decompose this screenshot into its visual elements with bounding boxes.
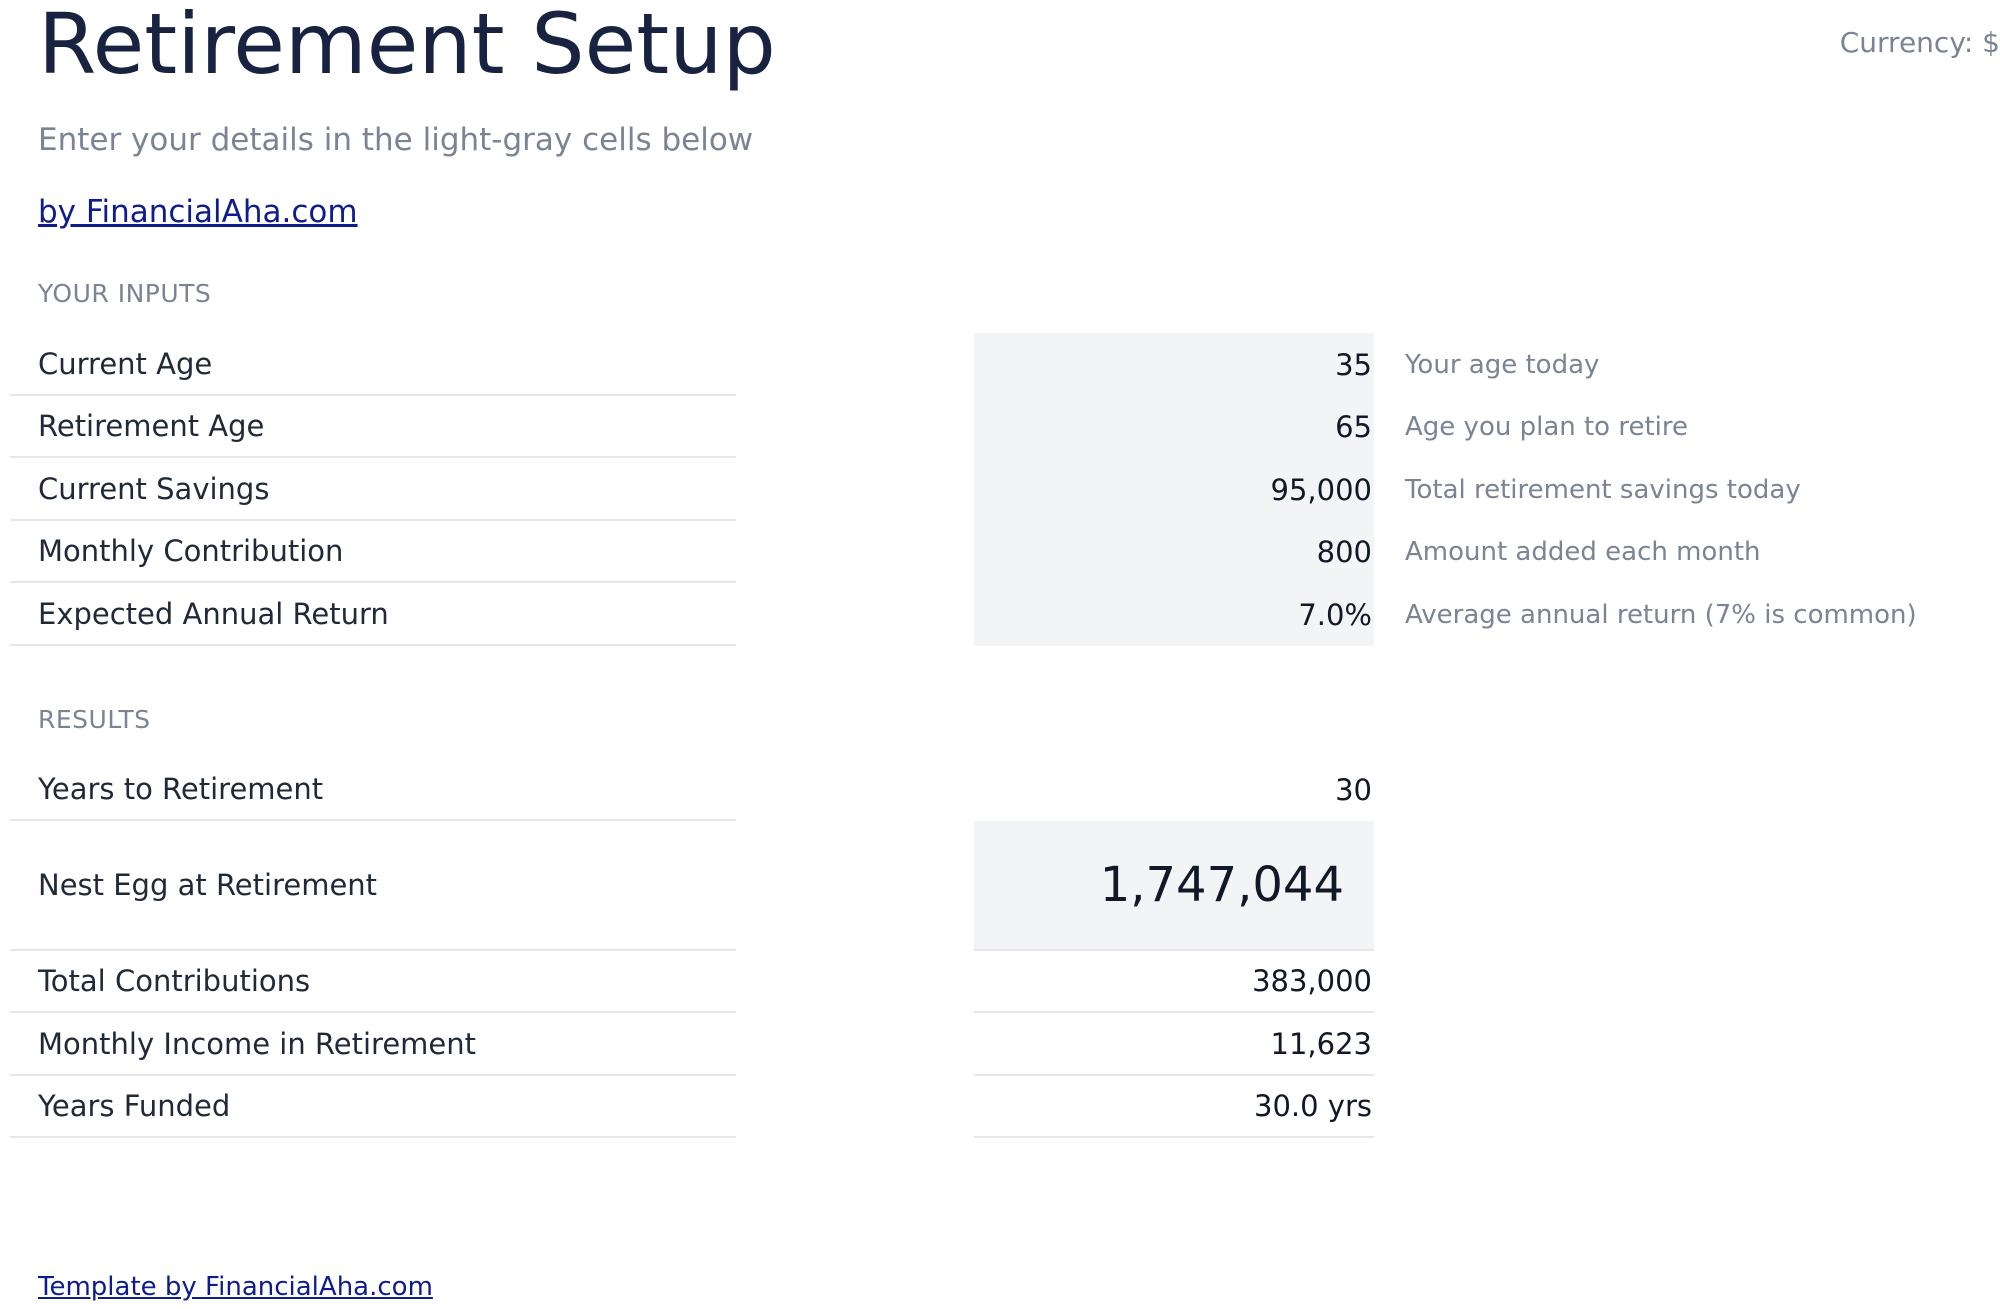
page-title: Retirement Setup <box>38 0 776 93</box>
result-label-years-funded: Years Funded <box>10 1076 736 1138</box>
input-expected-return[interactable]: 7.0% <box>1298 597 1372 632</box>
result-label-years-to-retirement: Years to Retirement <box>10 758 736 821</box>
input-current-age[interactable]: 35 <box>1335 347 1372 382</box>
inputs-section-header: YOUR INPUTS <box>38 279 212 308</box>
result-years-to-retirement: 30 <box>1335 772 1372 807</box>
page-subtitle: Enter your details in the light-gray cel… <box>38 122 754 158</box>
input-label-retirement-age: Retirement Age <box>10 396 736 458</box>
hint-monthly-contribution: Amount added each month <box>1405 537 1761 567</box>
input-label-monthly-contribution: Monthly Contribution <box>10 521 736 583</box>
result-label-total-contributions: Total Contributions <box>10 951 736 1013</box>
input-label-current-savings: Current Savings <box>10 458 736 521</box>
footer-template-link[interactable]: Template by FinancialAha.com <box>38 1272 433 1302</box>
input-label-current-age: Current Age <box>10 333 736 396</box>
hint-expected-return: Average annual return (7% is common) <box>1405 599 1917 630</box>
hint-retirement-age: Age you plan to retire <box>1405 412 1689 442</box>
result-nest-egg: 1,747,044 <box>974 821 1374 951</box>
input-monthly-contribution[interactable]: 800 <box>1316 535 1372 569</box>
result-label-monthly-income: Monthly Income in Retirement <box>10 1013 736 1076</box>
result-label-nest-egg: Nest Egg at Retirement <box>10 821 736 951</box>
currency-indicator: Currency: $ <box>1839 26 2000 59</box>
result-total-contributions: 383,000 <box>974 951 1374 1013</box>
hint-current-age: Your age today <box>1405 349 1600 380</box>
input-retirement-age[interactable]: 65 <box>1335 410 1372 444</box>
results-section-header: RESULTS <box>38 705 151 734</box>
hint-current-savings: Total retirement savings today <box>1405 474 1801 505</box>
input-label-expected-return: Expected Annual Return <box>10 583 736 646</box>
result-monthly-income: 11,623 <box>974 1013 1374 1076</box>
byline-link[interactable]: by FinancialAha.com <box>38 194 358 230</box>
input-cells-background <box>974 333 1374 646</box>
input-current-savings[interactable]: 95,000 <box>1270 472 1372 507</box>
result-years-funded: 30.0 yrs <box>974 1076 1374 1138</box>
